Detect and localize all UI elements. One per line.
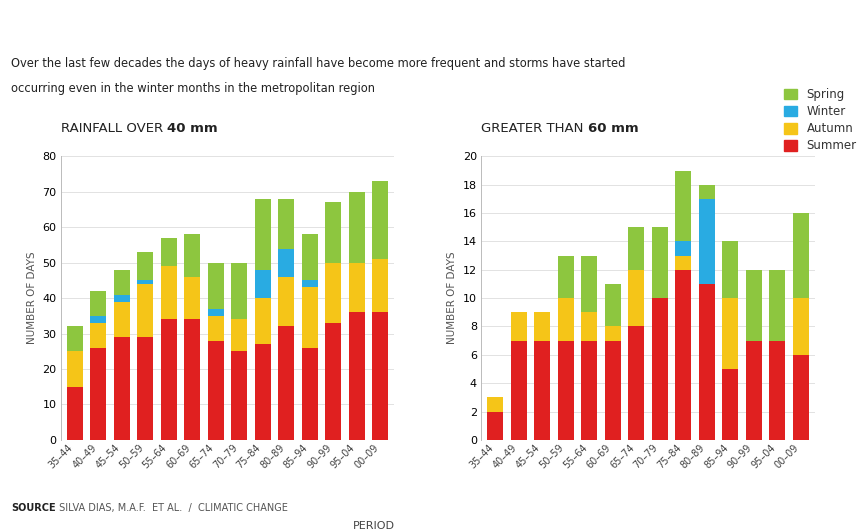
Bar [557,298,574,341]
Bar [349,192,365,263]
Text: PERIOD: PERIOD [353,520,394,530]
Bar [208,341,224,440]
Bar [208,309,224,316]
Bar [208,316,224,341]
Bar [231,263,247,320]
Bar [90,323,107,348]
Bar [325,202,342,263]
Bar [278,326,295,440]
Bar [302,287,318,348]
Text: 40 mm: 40 mm [167,122,218,135]
Bar [161,320,177,440]
Bar [746,270,762,341]
Bar [722,369,739,440]
Bar [255,270,271,298]
Bar [302,234,318,280]
Bar [114,295,130,302]
Bar [231,320,247,351]
Legend: Spring, Winter, Autumn, Summer: Spring, Winter, Autumn, Summer [785,88,857,153]
Bar [699,199,714,284]
Bar [793,298,809,355]
Bar [675,270,691,440]
Bar [137,337,153,440]
Text: 60 mm: 60 mm [588,122,638,135]
Bar [278,199,295,249]
Bar [302,348,318,440]
Bar [349,263,365,312]
Bar [255,298,271,344]
Bar [769,270,786,341]
Bar [255,344,271,440]
Bar [605,284,621,326]
Bar [746,341,762,440]
Bar [629,270,644,326]
Bar [511,341,527,440]
Text: GREATER THAN: GREATER THAN [481,122,588,135]
Bar [557,341,574,440]
Bar [487,398,503,411]
Bar [373,181,388,259]
Bar [557,255,574,298]
Bar [722,298,739,369]
Bar [161,238,177,266]
Text: RAINFALL OVER: RAINFALL OVER [61,122,167,135]
Text: SILVA DIAS, M.A.F.  ET AL.  /  CLIMATIC CHANGE: SILVA DIAS, M.A.F. ET AL. / CLIMATIC CHA… [55,503,288,513]
Bar [185,277,200,320]
Bar [629,227,644,270]
Bar [137,252,153,280]
Bar [349,312,365,440]
Bar [325,263,342,323]
Bar [255,199,271,270]
Bar [114,302,130,337]
Bar [487,411,503,440]
Bar [137,284,153,337]
Bar [511,312,527,341]
Bar [325,323,342,440]
Bar [231,351,247,440]
Bar [605,326,621,341]
Bar [90,316,107,323]
Y-axis label: NUMBER OF DAYS: NUMBER OF DAYS [27,252,36,344]
Bar [137,280,153,284]
Bar [534,312,551,341]
Bar [769,341,786,440]
Bar [67,387,82,440]
Bar [90,291,107,316]
Text: THE INCREASE IN STORMS: THE INCREASE IN STORMS [11,14,277,32]
Bar [675,171,691,241]
Bar [161,266,177,320]
Bar [278,249,295,277]
Bar [534,341,551,440]
Bar [114,337,130,440]
Bar [582,255,597,312]
Bar [278,277,295,326]
Text: occurring even in the winter months in the metropolitan region: occurring even in the winter months in t… [11,82,375,95]
Bar [652,298,668,440]
Bar [185,234,200,277]
Bar [67,351,82,387]
Bar [699,284,714,440]
Bar [302,280,318,287]
Bar [208,263,224,309]
Bar [675,241,691,255]
Bar [582,312,597,341]
Bar [582,341,597,440]
Bar [629,326,644,440]
Bar [90,348,107,440]
Bar [114,270,130,295]
Bar [675,255,691,270]
Bar [722,241,739,298]
Text: Over the last few decades the days of heavy rainfall have become more frequent a: Over the last few decades the days of he… [11,57,626,70]
Bar [793,213,809,298]
Bar [652,227,668,298]
Bar [605,341,621,440]
Text: SOURCE: SOURCE [11,503,55,513]
Bar [67,326,82,351]
Bar [699,184,714,199]
Bar [373,259,388,312]
Bar [793,355,809,440]
Bar [185,320,200,440]
Y-axis label: NUMBER OF DAYS: NUMBER OF DAYS [447,252,457,344]
Bar [373,312,388,440]
